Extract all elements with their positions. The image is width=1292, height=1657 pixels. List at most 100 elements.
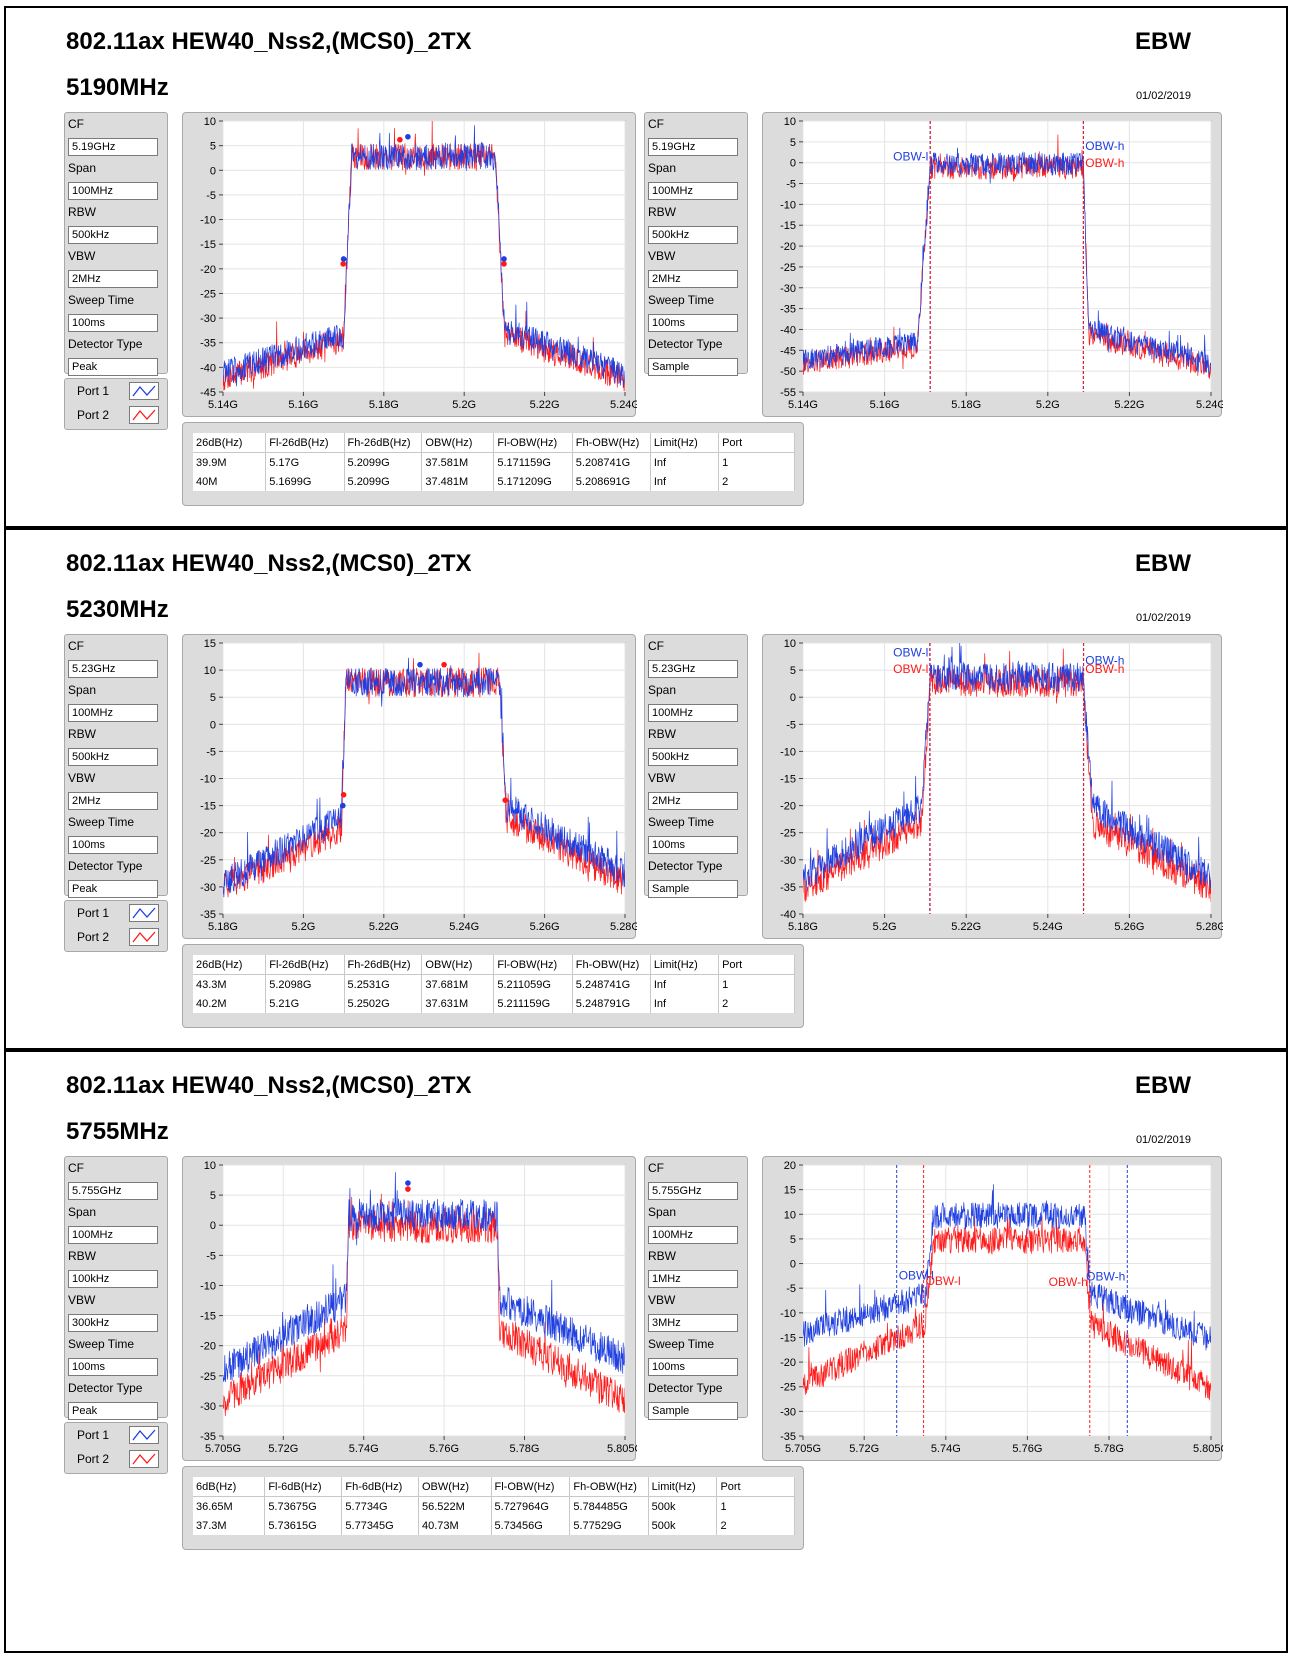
port-line-swatch[interactable] (129, 1450, 159, 1468)
table-header-cell: Fl-OBW(Hz) (493, 433, 573, 453)
setting-value-field[interactable]: 100kHz (68, 1270, 158, 1288)
y-tick-label: 10 (784, 638, 796, 650)
setting-value-field[interactable]: 2MHz (648, 270, 738, 288)
y-tick-label: -10 (200, 215, 216, 227)
setting-value-field[interactable]: 500kHz (648, 748, 738, 766)
table-cell: Inf (650, 974, 720, 994)
y-tick-label: -5 (786, 1283, 796, 1295)
spectrum-chart[interactable]: 5.14G 5.16G 5.18G 5.2G 5.22G 5.24G -55 -50 -45 -4… (762, 112, 1223, 417)
setting-value-field[interactable]: 500kHz (68, 748, 158, 766)
measurement-section: 802.11ax HEW40_Nss2,(MCS0)_2TX EBW 5230MHz… (4, 528, 1288, 1050)
setting-value-field[interactable]: Peak (68, 358, 158, 376)
port-line-swatch[interactable] (129, 1426, 159, 1444)
setting-value-field[interactable]: 2MHz (68, 792, 158, 810)
setting-value-field[interactable]: 100MHz (68, 1226, 158, 1244)
table-cell: 5.21G (265, 994, 345, 1013)
setting-value-field[interactable]: 100ms (648, 836, 738, 854)
setting-value-field[interactable]: 100MHz (648, 182, 738, 200)
setting-value-field[interactable]: Sample (648, 1402, 738, 1420)
setting-value-field[interactable]: 100ms (648, 1358, 738, 1376)
setting-value-field[interactable]: 500kHz (68, 226, 158, 244)
y-tick-label: -30 (780, 283, 796, 295)
setting-value-field[interactable]: Sample (648, 880, 738, 898)
setting-value-field[interactable]: 100MHz (648, 704, 738, 722)
table-header-row: 26dB(Hz) Fl-26dB(Hz) Fh-26dB(Hz) OBW(Hz) Fl-… (193, 433, 795, 453)
port-line-swatch[interactable] (129, 928, 159, 946)
results-table-panel: 26dB(Hz) Fl-26dB(Hz) Fh-26dB(Hz) OBW(Hz) Fl-… (182, 944, 804, 1028)
table-cell: 500k (648, 1516, 718, 1535)
setting-value-field[interactable]: Peak (68, 1402, 158, 1420)
setting-value-field[interactable]: 5.19GHz (68, 138, 158, 156)
setting-value-field[interactable]: 2MHz (68, 270, 158, 288)
x-tick-label: 5.14G (208, 399, 238, 411)
spectrum-chart[interactable]: 5.18G 5.2G 5.22G 5.24G 5.26G 5.28G -35 -30 -25 -2… (182, 634, 637, 939)
spectrum-chart[interactable]: 5.705G 5.72G 5.74G 5.76G 5.78G 5.805G -35 -30 -2… (182, 1156, 637, 1461)
x-tick-label: 5.2G (452, 399, 476, 411)
setting-value-field[interactable]: 100ms (68, 1358, 158, 1376)
setting-value-field[interactable]: 100ms (68, 836, 158, 854)
peak-marker-point (405, 1186, 411, 1192)
table-header-cell: Port (718, 433, 795, 453)
table-cell: 56.522M (418, 1496, 492, 1516)
setting-value-field[interactable]: 1MHz (648, 1270, 738, 1288)
setting-value-field[interactable]: 5.755GHz (648, 1182, 738, 1200)
setting-value-field[interactable]: 500kHz (648, 226, 738, 244)
port-line-swatch[interactable] (129, 904, 159, 922)
peak-marker-point (405, 1180, 411, 1186)
table-cell: 5.77529G (569, 1516, 649, 1535)
setting-value-field[interactable]: 100ms (68, 314, 158, 332)
setting-value-field[interactable]: 100MHz (68, 704, 158, 722)
x-tick-label: 5.78G (1094, 1443, 1124, 1455)
table-header-cell: OBW(Hz) (421, 433, 495, 453)
setting-value-field[interactable]: 5.19GHz (648, 138, 738, 156)
setting-value-field[interactable]: Sample (648, 358, 738, 376)
swatch-line-icon (132, 1429, 156, 1441)
setting-label: CF (68, 639, 84, 653)
spectrum-chart[interactable]: 5.18G 5.2G 5.22G 5.24G 5.26G 5.28G -40 -35 -30 -2… (762, 634, 1223, 939)
setting-value-field[interactable]: Peak (68, 880, 158, 898)
setting-value-field[interactable]: 5.23GHz (648, 660, 738, 678)
setting-label: Detector Type (68, 859, 143, 873)
setting-value-field[interactable]: 3MHz (648, 1314, 738, 1332)
spectrum-chart[interactable]: 5.14G 5.16G 5.18G 5.2G 5.22G 5.24G -45 -40 -35 -3… (182, 112, 637, 417)
x-tick-label: 5.76G (429, 1443, 459, 1455)
series-trace-port2 (803, 1215, 1211, 1401)
setting-value-field[interactable]: 5.755GHz (68, 1182, 158, 1200)
swatch-line-icon (132, 409, 156, 421)
x-tick-label: 5.72G (268, 1443, 298, 1455)
setting-label: RBW (648, 1249, 676, 1263)
setting-value-field[interactable]: 2MHz (648, 792, 738, 810)
setting-value-field[interactable]: 100MHz (648, 1226, 738, 1244)
port-line-swatch[interactable] (129, 406, 159, 424)
setting-label: VBW (68, 249, 96, 263)
table-header-cell: Limit(Hz) (650, 955, 720, 975)
x-tick-label: 5.74G (931, 1443, 961, 1455)
table-cell: 2 (718, 472, 795, 491)
port-legend-label: Port 1 (77, 1428, 110, 1442)
x-tick-label: 5.24G (449, 921, 479, 933)
spectrum-chart[interactable]: 5.705G 5.72G 5.74G 5.76G 5.78G 5.805G -35 -30 -2… (762, 1156, 1223, 1461)
y-tick-label: -10 (780, 1308, 796, 1320)
x-tick-label: 5.26G (1114, 921, 1144, 933)
table-row: 36.65M 5.73675G 5.7734G 56.522M 5.727964G 5.7… (193, 1496, 795, 1516)
obw-annotation: OBW-h (1085, 654, 1124, 668)
setting-label: Detector Type (648, 1381, 723, 1395)
y-tick-label: 5 (210, 1190, 216, 1202)
port-line-swatch[interactable] (129, 382, 159, 400)
y-tick-label: 5 (790, 1234, 796, 1246)
table-cell: Inf (650, 472, 720, 491)
table-cell: 5.1699G (265, 472, 345, 491)
setting-label: Sweep Time (648, 815, 715, 829)
x-tick-label: 5.18G (788, 921, 818, 933)
results-table: 26dB(Hz) Fl-26dB(Hz) Fh-26dB(Hz) OBW(Hz) Fl-… (193, 955, 795, 1013)
chart-svg: 5.705G 5.72G 5.74G 5.76G 5.78G 5.805G -35 -30 -2… (780, 1160, 1223, 1455)
setting-value-field[interactable]: 5.23GHz (68, 660, 158, 678)
setting-value-field[interactable]: 300kHz (68, 1314, 158, 1332)
setting-label: RBW (648, 205, 676, 219)
y-tick-label: 0 (210, 719, 216, 731)
setting-value-field[interactable]: 100MHz (68, 182, 158, 200)
y-tick-label: -20 (200, 1341, 216, 1353)
setting-label: Span (648, 161, 677, 175)
setting-value-field[interactable]: 100ms (648, 314, 738, 332)
